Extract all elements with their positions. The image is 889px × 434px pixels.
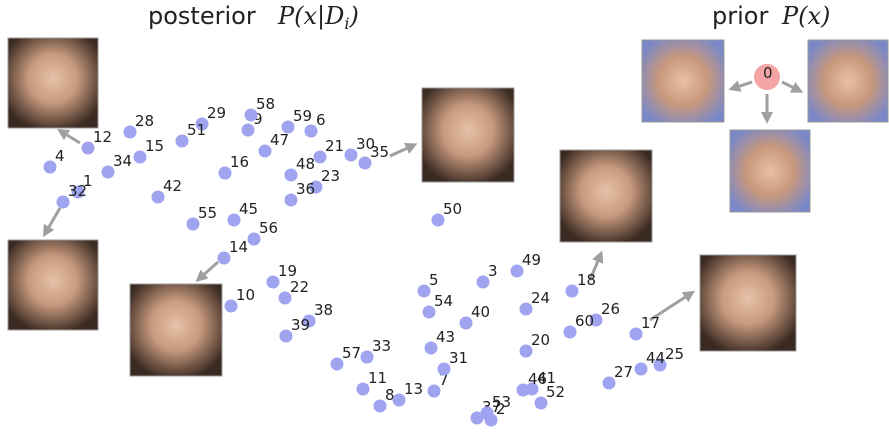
face-image xyxy=(808,40,888,122)
point-label: 39 xyxy=(291,316,310,334)
point-label: 59 xyxy=(293,107,312,125)
point-label: 57 xyxy=(342,344,361,362)
point-label: 34 xyxy=(113,152,132,170)
point-label: 20 xyxy=(531,331,550,349)
point-label: 49 xyxy=(522,251,541,269)
face-image xyxy=(642,40,724,122)
point-label: 60 xyxy=(575,312,594,330)
figure: posterior P(x|Di) prior P(x) 12345678910… xyxy=(0,0,889,430)
point-label: 56 xyxy=(259,219,278,237)
point-label: 43 xyxy=(436,328,455,346)
point-label: 26 xyxy=(601,300,620,318)
point-label: 6 xyxy=(316,111,326,129)
point-label: 48 xyxy=(296,155,315,173)
point-label: 22 xyxy=(290,278,309,296)
arrow xyxy=(390,146,412,156)
point-label: 10 xyxy=(236,286,255,304)
point-label: 51 xyxy=(187,121,206,139)
point-label: 55 xyxy=(198,204,217,222)
point-label: 14 xyxy=(229,238,248,256)
point-label: 4 xyxy=(55,147,65,165)
face-image xyxy=(8,38,98,128)
face-image xyxy=(730,130,810,212)
point-label: 47 xyxy=(270,131,289,149)
point-label: 54 xyxy=(434,292,453,310)
face-image xyxy=(700,255,796,351)
face-image xyxy=(560,150,652,242)
point-label: 29 xyxy=(207,104,226,122)
face-image xyxy=(422,88,514,182)
point-label: 50 xyxy=(443,200,462,218)
point-label: 53 xyxy=(492,393,511,411)
point-label: 32 xyxy=(68,182,87,200)
point-label: 12 xyxy=(93,128,112,146)
point-label: 38 xyxy=(314,301,333,319)
arrow xyxy=(782,82,798,90)
point-label: 36 xyxy=(296,180,315,198)
point-label: 3 xyxy=(488,262,498,280)
point-label: 16 xyxy=(230,153,249,171)
arrow xyxy=(46,208,60,232)
prior-math: P(x) xyxy=(781,2,830,30)
arrow xyxy=(62,132,80,143)
posterior-math-main: P(x|D xyxy=(277,2,344,31)
point-label: 11 xyxy=(368,369,387,387)
point-label: 52 xyxy=(546,383,565,401)
point-label: 33 xyxy=(372,337,391,355)
point-label: 25 xyxy=(665,345,684,363)
arrow xyxy=(200,262,218,278)
face-image xyxy=(130,284,222,376)
point-label: 27 xyxy=(614,363,633,381)
point-label: 13 xyxy=(404,380,423,398)
point-label: 24 xyxy=(531,289,550,307)
posterior-math: P(x|Di) xyxy=(277,2,359,33)
face-image xyxy=(8,240,98,330)
arrow xyxy=(734,82,752,88)
point-label: 5 xyxy=(429,271,439,289)
point-label: 35 xyxy=(370,143,389,161)
posterior-word: posterior xyxy=(148,2,256,30)
point-label: 44 xyxy=(646,349,665,367)
point-label: 23 xyxy=(321,167,340,185)
point-label: 21 xyxy=(325,137,344,155)
point-label: 17 xyxy=(641,314,660,332)
point-label: 46 xyxy=(528,370,547,388)
point-label: 58 xyxy=(256,95,275,113)
prior-point-label: 0 xyxy=(763,64,773,82)
point-label: 45 xyxy=(239,200,258,218)
point-label: 15 xyxy=(145,137,164,155)
posterior-math-close: ) xyxy=(349,2,359,30)
point-label: 18 xyxy=(577,271,596,289)
point-label: 31 xyxy=(449,349,468,367)
point-label: 28 xyxy=(135,112,154,130)
point-label: 42 xyxy=(163,177,182,195)
prior-word: prior xyxy=(712,2,768,30)
point-label: 40 xyxy=(471,303,490,321)
